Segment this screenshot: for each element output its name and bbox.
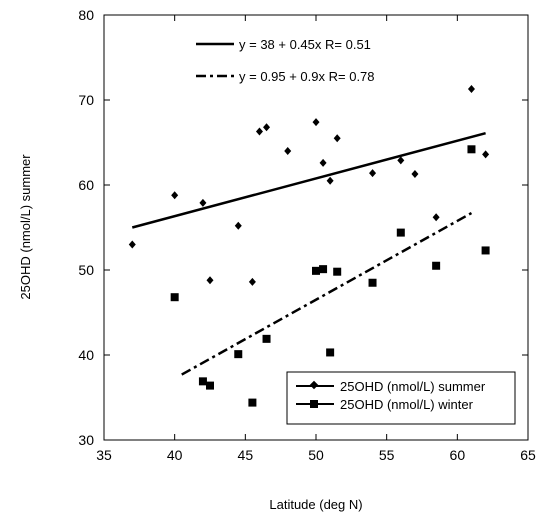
- legend: 25OHD (nmol/L) summer 25OHD (nmol/L) win…: [286, 371, 516, 425]
- point-winter: [396, 228, 405, 237]
- point-winter: [481, 246, 490, 255]
- point-summer: [467, 84, 475, 93]
- point-summer: [482, 150, 490, 159]
- equation-annotations: y = 38 + 0.45x R= 0.51 y = 0.95 + 0.9x R…: [196, 37, 375, 84]
- y-tick-label: 70: [78, 92, 94, 108]
- y-tick-label: 80: [78, 7, 94, 23]
- y-tick-label: 40: [78, 347, 94, 363]
- trendline-winter: [181, 211, 473, 376]
- equation-winter: y = 0.95 + 0.9x R= 0.78: [239, 69, 375, 84]
- axis-ticks: 35 40 45 50 55 60 65 30 40 50 60 70 80: [78, 7, 536, 463]
- legend-marker-summer: [309, 380, 319, 390]
- y-tick-label: 60: [78, 177, 94, 193]
- y-tick-label: 30: [78, 432, 94, 448]
- point-winter: [170, 293, 179, 302]
- point-winter: [326, 348, 335, 357]
- legend-label-winter: 25OHD (nmol/L) winter: [340, 397, 474, 412]
- legend-label-summer: 25OHD (nmol/L) summer: [340, 379, 486, 394]
- point-summer: [263, 123, 271, 132]
- point-summer: [255, 127, 263, 136]
- x-tick-label: 50: [308, 447, 324, 463]
- point-summer: [199, 198, 207, 207]
- point-winter: [368, 278, 377, 287]
- x-axis-label: Latitude (deg N): [269, 497, 362, 512]
- point-summer: [128, 240, 136, 249]
- point-summer: [432, 213, 440, 222]
- point-winter: [319, 265, 328, 274]
- point-winter: [312, 266, 320, 275]
- point-winter: [206, 381, 214, 390]
- point-summer: [369, 169, 377, 178]
- point-winter: [198, 377, 207, 386]
- point-summer: [248, 277, 256, 286]
- x-tick-label: 60: [450, 447, 466, 463]
- point-summer: [171, 191, 179, 200]
- point-winter: [234, 350, 243, 359]
- point-summer: [411, 169, 419, 178]
- point-summer: [333, 134, 341, 143]
- point-winter: [467, 145, 476, 154]
- x-tick-label: 40: [167, 447, 183, 463]
- y-tick-label: 50: [78, 262, 94, 278]
- legend-box: [286, 371, 516, 425]
- trendline-summer: [131, 131, 486, 229]
- point-winter: [333, 267, 342, 276]
- equation-summer: y = 38 + 0.45x R= 0.51: [239, 37, 371, 52]
- x-tick-label: 65: [520, 447, 536, 463]
- point-summer: [284, 147, 292, 155]
- point-winter: [432, 261, 441, 270]
- trendlines: [131, 131, 486, 376]
- point-winter: [262, 334, 271, 343]
- y-axis-label: 25OHD (nmol/L) summer: [18, 154, 33, 300]
- x-tick-label: 45: [238, 447, 254, 463]
- point-summer: [234, 221, 242, 230]
- x-tick-label: 55: [379, 447, 395, 463]
- point-summer: [312, 118, 320, 127]
- point-summer: [319, 158, 327, 167]
- point-summer: [326, 176, 334, 185]
- point-summer: [397, 156, 405, 165]
- point-winter: [248, 398, 257, 407]
- x-tick-label: 35: [96, 447, 112, 463]
- legend-marker-winter: [310, 400, 318, 408]
- data-points: [128, 84, 490, 407]
- point-summer: [206, 276, 214, 285]
